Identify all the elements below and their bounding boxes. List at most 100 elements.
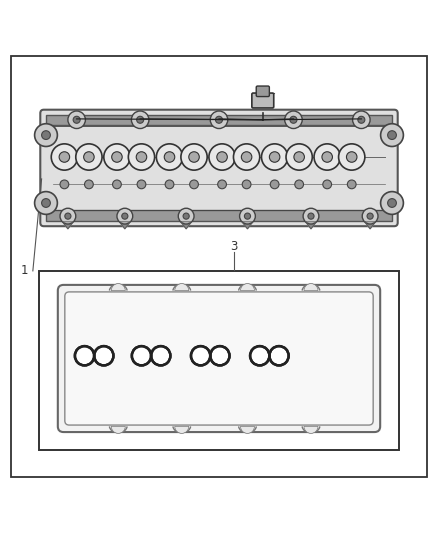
Circle shape [209,144,235,170]
Circle shape [59,152,70,162]
Circle shape [190,180,198,189]
Wedge shape [240,426,254,433]
Text: 4: 4 [208,372,216,385]
Wedge shape [240,284,254,290]
Circle shape [165,180,174,189]
Circle shape [51,144,78,170]
Circle shape [164,152,175,162]
Circle shape [217,152,227,162]
Circle shape [322,152,332,162]
Circle shape [381,124,403,147]
Circle shape [178,208,194,224]
Circle shape [84,152,94,162]
Circle shape [347,180,356,189]
Polygon shape [120,222,130,229]
Circle shape [122,213,128,219]
Circle shape [314,144,340,170]
Circle shape [104,144,130,170]
Circle shape [240,208,255,224]
Circle shape [353,111,370,128]
Text: 3: 3 [231,240,238,253]
Circle shape [388,199,396,207]
FancyBboxPatch shape [65,292,373,425]
Wedge shape [175,426,189,433]
Circle shape [286,144,312,170]
FancyBboxPatch shape [46,115,392,125]
FancyBboxPatch shape [206,351,214,361]
Circle shape [339,144,365,170]
Circle shape [42,131,50,140]
Text: 1: 1 [20,264,28,277]
Circle shape [323,180,332,189]
FancyBboxPatch shape [90,351,98,361]
Circle shape [346,152,357,162]
Circle shape [68,111,85,128]
FancyBboxPatch shape [11,56,427,477]
Circle shape [137,116,144,123]
Circle shape [94,346,113,366]
Circle shape [367,213,373,219]
Circle shape [65,213,71,219]
Circle shape [358,116,365,123]
Circle shape [35,191,57,214]
Circle shape [60,180,69,189]
Wedge shape [304,426,318,433]
Polygon shape [181,222,191,229]
Circle shape [85,180,93,189]
FancyBboxPatch shape [265,351,273,361]
Circle shape [381,191,403,214]
Circle shape [181,144,207,170]
Circle shape [73,116,80,123]
Wedge shape [111,426,125,433]
Polygon shape [242,222,253,229]
FancyBboxPatch shape [256,86,269,96]
Circle shape [117,208,133,224]
Circle shape [75,346,94,366]
Circle shape [269,152,280,162]
Circle shape [295,180,304,189]
Circle shape [136,152,147,162]
Polygon shape [306,222,316,229]
Circle shape [388,131,396,140]
Circle shape [42,199,50,207]
Wedge shape [111,284,125,290]
Circle shape [270,180,279,189]
Circle shape [285,111,302,128]
Circle shape [131,111,149,128]
Circle shape [308,213,314,219]
Circle shape [191,346,210,366]
FancyBboxPatch shape [252,93,274,108]
Polygon shape [365,222,375,229]
Circle shape [290,116,297,123]
Circle shape [60,208,76,224]
Circle shape [261,144,288,170]
Circle shape [294,152,304,162]
Circle shape [218,180,226,189]
Circle shape [242,180,251,189]
Circle shape [76,144,102,170]
Polygon shape [63,222,73,229]
FancyBboxPatch shape [58,285,380,432]
Circle shape [250,346,269,366]
Wedge shape [175,284,189,290]
Circle shape [151,346,170,366]
FancyBboxPatch shape [40,110,398,226]
Circle shape [156,144,183,170]
Text: 2: 2 [259,87,267,100]
Circle shape [215,116,223,123]
Circle shape [233,144,260,170]
Circle shape [362,208,378,224]
Circle shape [128,144,155,170]
FancyBboxPatch shape [46,211,392,221]
FancyBboxPatch shape [39,271,399,450]
Circle shape [269,346,289,366]
Circle shape [183,213,189,219]
Circle shape [303,208,319,224]
Circle shape [112,152,122,162]
Circle shape [113,180,121,189]
Circle shape [189,152,199,162]
Wedge shape [304,284,318,290]
FancyBboxPatch shape [147,351,155,361]
Circle shape [35,124,57,147]
Circle shape [244,213,251,219]
